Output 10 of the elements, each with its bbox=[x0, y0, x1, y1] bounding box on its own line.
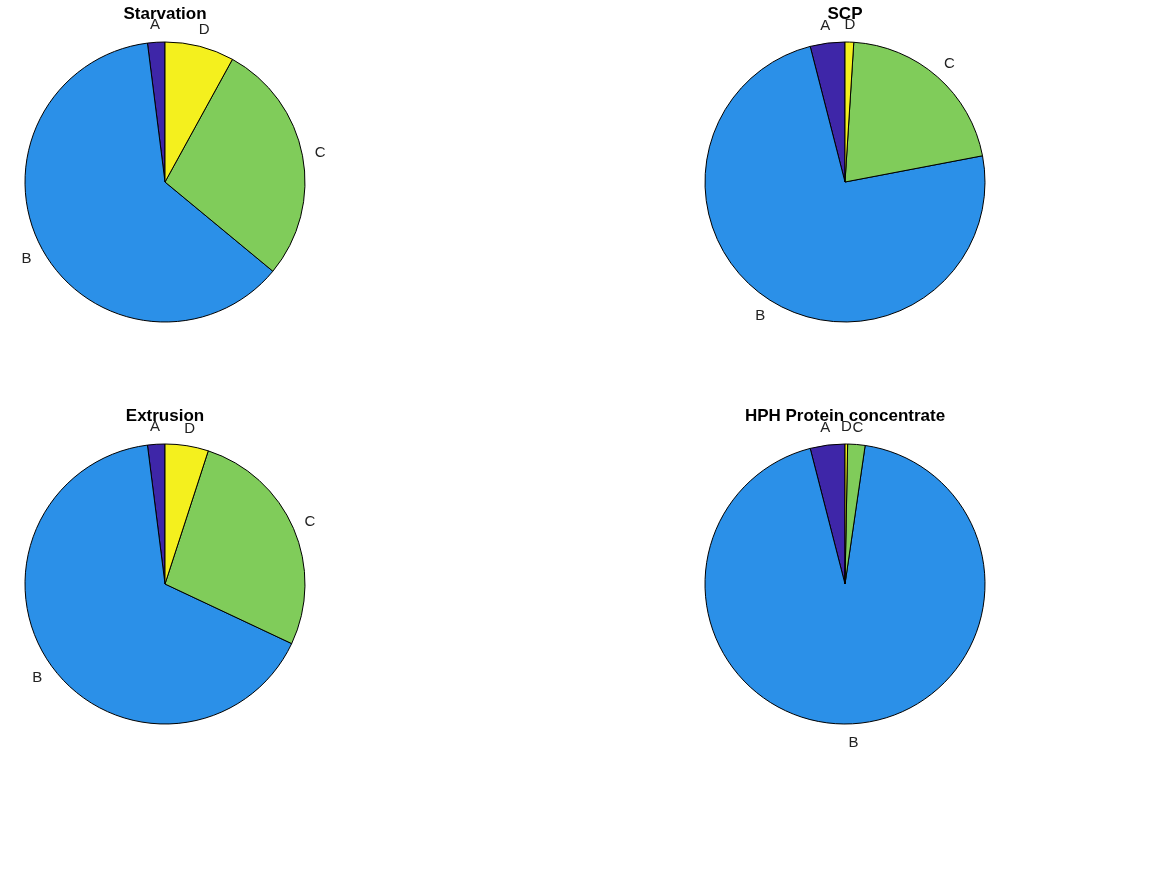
slice-label: C bbox=[314, 143, 326, 161]
slice-label: C bbox=[304, 512, 316, 530]
slice-label: B bbox=[21, 249, 32, 267]
slice-label: B bbox=[32, 667, 43, 685]
slice-label: B bbox=[755, 306, 766, 324]
slice-label: C bbox=[944, 54, 956, 72]
slice-label: B bbox=[848, 732, 859, 750]
pie-slice bbox=[704, 444, 986, 725]
slice-label: D bbox=[198, 19, 210, 37]
pie-slice bbox=[704, 45, 986, 323]
